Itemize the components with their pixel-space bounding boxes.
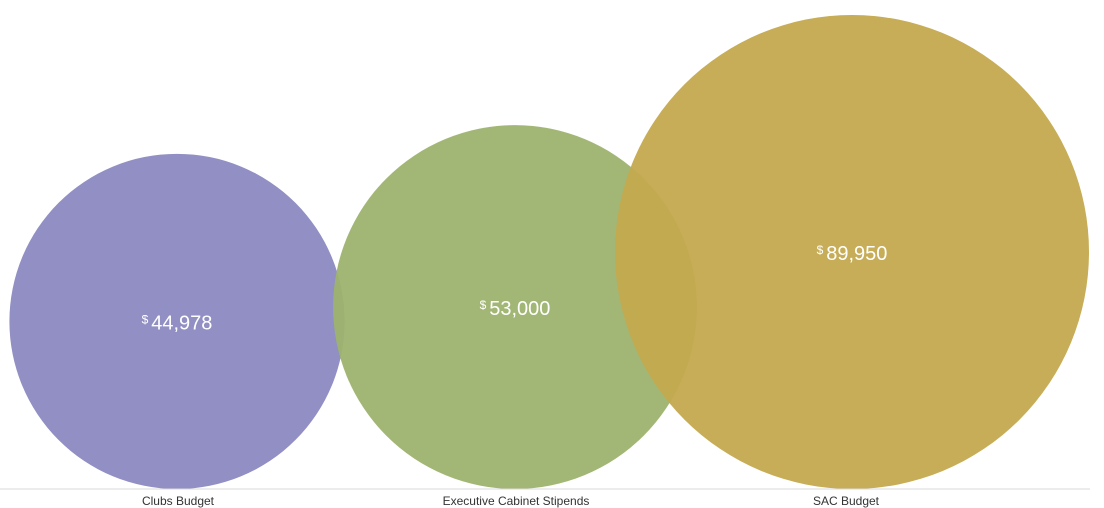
category-label: Clubs Budget (142, 494, 215, 508)
bubble-value-label: $89,950 (817, 243, 888, 265)
bubble-2[interactable] (333, 125, 697, 490)
bubble-1[interactable] (9, 153, 345, 490)
category-label: Executive Cabinet Stipends (443, 494, 590, 508)
category-label: SAC Budget (813, 494, 880, 508)
bubble-amount: 53,000 (489, 298, 550, 320)
bubbles-layer: $44,978$ 53,000$ 89,950 (9, 15, 1089, 490)
bubble-amount: 89,950 (826, 243, 887, 265)
bubble-3[interactable] (615, 15, 1089, 489)
bubble-value-label: $53,000 (480, 298, 551, 320)
currency-symbol: $ (142, 312, 149, 326)
currency-symbol: $ (817, 243, 824, 257)
bubble-value-label: $44,978 (142, 312, 213, 334)
bubble-amount: 44,978 (151, 312, 212, 334)
category-labels: Clubs Budget Executive Cabinet Stipends SA… (142, 494, 880, 508)
currency-symbol: $ (480, 298, 487, 312)
